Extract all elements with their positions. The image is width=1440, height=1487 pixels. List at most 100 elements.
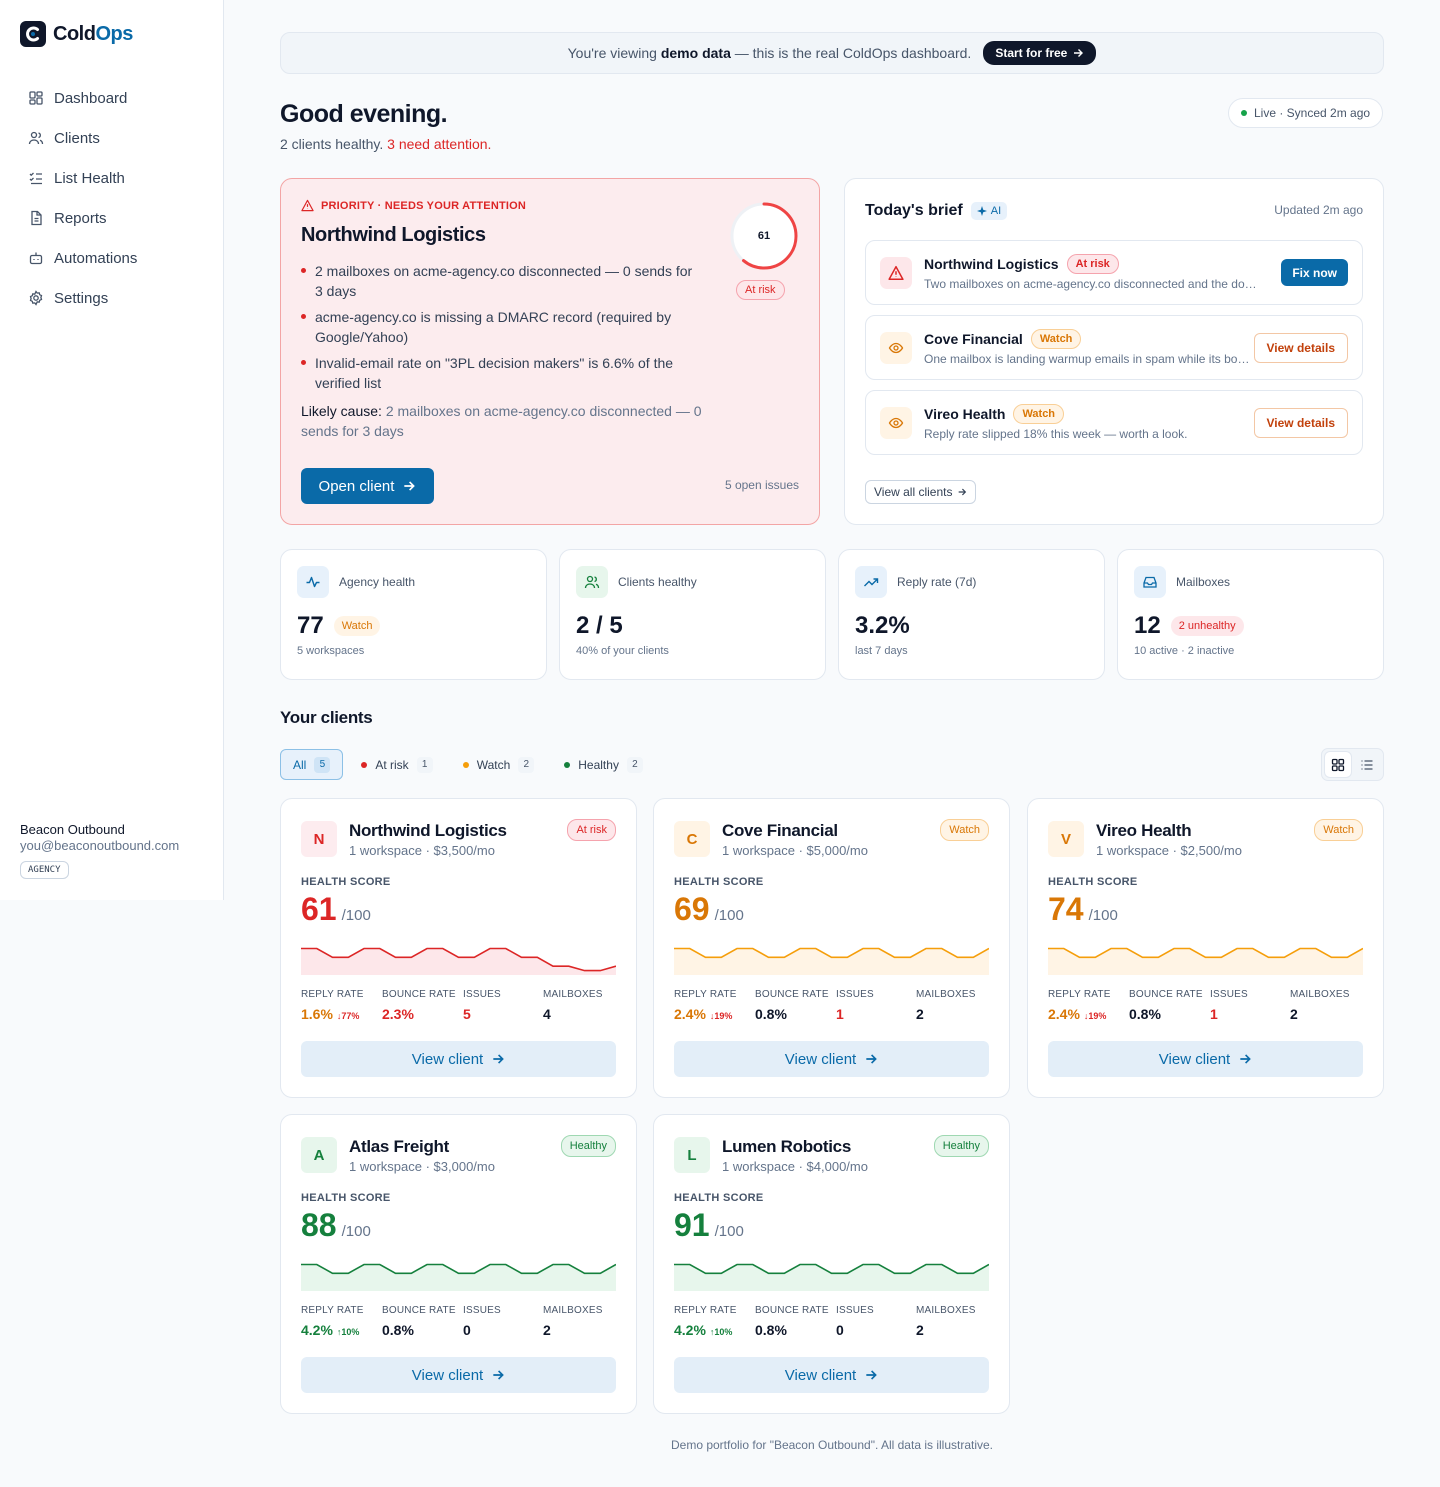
metric-value: 1.6% ↓77% xyxy=(301,1006,364,1022)
grid-view-button[interactable] xyxy=(1325,752,1351,777)
grid-icon xyxy=(1331,758,1345,771)
reply-rate-value: 4.2% xyxy=(301,1322,333,1338)
brief-updated: Updated 2m ago xyxy=(1274,203,1363,217)
nav-item-dashboard[interactable]: Dashboard xyxy=(16,78,208,118)
banner-text: You're viewing demo data — this is the r… xyxy=(568,45,972,61)
brief-item[interactable]: Vireo Health Watch Reply rate slipped 18%… xyxy=(865,390,1363,455)
arrow-right-icon xyxy=(1240,1054,1252,1064)
metric-value: 0.8% xyxy=(755,1006,787,1022)
nav-item-clients[interactable]: Clients xyxy=(16,118,208,158)
reply-rate-value: 1.6% xyxy=(301,1006,333,1022)
metric-value: 0 xyxy=(836,1322,844,1338)
view-client-button[interactable]: View client xyxy=(301,1357,616,1393)
filter-label: Watch xyxy=(476,757,511,772)
brief-item-desc: Two mailboxes on acme-agency.co disconne… xyxy=(924,277,1264,291)
filter-label: Healthy xyxy=(578,757,619,772)
view-client-label: View client xyxy=(1158,1050,1231,1068)
logo[interactable]: ColdOps xyxy=(20,21,133,47)
metric-label: REPLY RATE xyxy=(301,1305,364,1316)
attention-summary: 3 need attention. xyxy=(387,136,492,152)
filter-count: 5 xyxy=(314,756,331,773)
health-score-denom: /100 xyxy=(1088,907,1118,924)
nav-item-automations[interactable]: Automations xyxy=(16,238,208,278)
nav-item-reports[interactable]: Reports xyxy=(16,198,208,238)
metric-value: 2.3% xyxy=(382,1006,414,1022)
main-nav: Dashboard Clients List Health Reports Au… xyxy=(16,78,208,318)
stat-label: Clients healthy xyxy=(618,575,697,589)
health-sparkline xyxy=(674,1263,989,1291)
user-panel[interactable]: Beacon Outbound you@beaconoutbound.com A… xyxy=(20,822,179,879)
status-badge: Healthy xyxy=(560,1135,616,1157)
role-badge: AGENCY xyxy=(20,861,69,879)
sparkline-area xyxy=(301,948,616,975)
client-card[interactable]: V Vireo Health 1 workspace · $2,500/mo W… xyxy=(1027,798,1384,1098)
eye-icon xyxy=(880,406,912,439)
metric-value: 1 xyxy=(1210,1006,1218,1022)
metric-label: BOUNCE RATE xyxy=(1129,989,1203,1000)
nav-label: List Health xyxy=(54,169,125,187)
metric-value: 2 xyxy=(916,1006,924,1022)
health-sparkline xyxy=(301,947,616,975)
view-client-button[interactable]: View client xyxy=(1048,1041,1363,1077)
list-view-button[interactable] xyxy=(1354,752,1380,777)
reply-rate-value: 4.2% xyxy=(674,1322,706,1338)
status-badge: Watch xyxy=(1030,329,1082,349)
activity-icon xyxy=(297,566,329,598)
brief-item[interactable]: Cove Financial Watch One mailbox is landi… xyxy=(865,315,1363,380)
filter-watch[interactable]: Watch 2 xyxy=(451,749,547,780)
client-card[interactable]: C Cove Financial 1 workspace · $5,000/mo… xyxy=(653,798,1010,1098)
ai-chip: AI xyxy=(970,202,1008,220)
health-score: 91/100 xyxy=(674,1207,744,1244)
view-client-button[interactable]: View client xyxy=(674,1041,989,1077)
view-client-button[interactable]: View client xyxy=(301,1041,616,1077)
view-client-button[interactable]: View client xyxy=(674,1357,989,1393)
open-client-button[interactable]: Open client xyxy=(301,468,434,504)
view-details-button[interactable]: View details xyxy=(1253,407,1348,438)
client-meta: 1 workspace · $3,000/mo xyxy=(349,1159,495,1174)
sparkline-area xyxy=(674,948,989,975)
reply-rate-delta: ↑10% xyxy=(336,1327,360,1337)
filter-at-risk[interactable]: At risk 1 xyxy=(349,749,444,780)
status-badge: At risk xyxy=(736,280,785,300)
alert-triangle-icon xyxy=(301,199,314,212)
section-title: Your clients xyxy=(280,708,373,727)
brand-name: ColdOps xyxy=(53,23,133,46)
start-free-button[interactable]: Start for free xyxy=(983,41,1097,65)
sidebar: ColdOps Dashboard Clients List Health Re… xyxy=(0,0,224,900)
client-card[interactable]: A Atlas Freight 1 workspace · $3,000/mo … xyxy=(280,1114,637,1414)
metric-label: ISSUES xyxy=(1210,989,1248,1000)
filter-healthy[interactable]: Healthy 2 xyxy=(552,749,655,780)
health-score-label: HEALTH SCORE xyxy=(301,876,391,888)
metric-bounce-rate: BOUNCE RATE 0.8% xyxy=(382,1305,456,1338)
priority-issues: 2 mailboxes on acme-agency.co disconnect… xyxy=(301,261,701,393)
metric-value: 4.2% ↑10% xyxy=(674,1322,737,1338)
filter-all[interactable]: All 5 xyxy=(280,749,344,780)
users-icon xyxy=(28,130,44,146)
live-sync-status: Live · Synced 2m ago xyxy=(1228,98,1384,128)
gauge-arc xyxy=(730,202,798,270)
stat-value-row: 2 / 5 xyxy=(576,612,809,640)
fix-now-button[interactable]: Fix now xyxy=(1281,259,1348,286)
client-avatar: C xyxy=(674,821,710,857)
stat-sub: last 7 days xyxy=(855,645,908,657)
issue-item: acme-agency.co is missing a DMARC record… xyxy=(301,307,701,347)
client-metrics: REPLY RATE 4.2% ↑10% BOUNCE RATE 0.8% ISSU… xyxy=(674,1305,989,1341)
brief-item[interactable]: Northwind Logistics At risk Two mailboxes… xyxy=(865,240,1363,305)
view-all-clients-button[interactable]: View all clients xyxy=(865,480,977,504)
sparkline-line xyxy=(301,1263,616,1275)
bot-icon xyxy=(28,250,44,266)
view-details-button[interactable]: View details xyxy=(1253,332,1348,363)
client-card[interactable]: N Northwind Logistics 1 workspace · $3,5… xyxy=(280,798,637,1098)
nav-item-settings[interactable]: Settings xyxy=(16,278,208,318)
healthy-summary: 2 clients healthy. xyxy=(280,136,384,152)
brief-item-desc: Reply rate slipped 18% this week — worth… xyxy=(924,427,1188,441)
client-metrics: REPLY RATE 2.4% ↓19% BOUNCE RATE 0.8% ISSU… xyxy=(674,989,989,1025)
metric-label: MAILBOXES xyxy=(916,1305,976,1316)
status-badge: Watch xyxy=(940,819,989,841)
sparkline-line xyxy=(674,1263,989,1275)
client-card[interactable]: L Lumen Robotics 1 workspace · $4,000/mo… xyxy=(653,1114,1010,1414)
nav-label: Settings xyxy=(54,289,109,307)
stat-value: 77 xyxy=(297,612,324,639)
nav-item-list-health[interactable]: List Health xyxy=(16,158,208,198)
sparkline-line xyxy=(674,947,989,959)
